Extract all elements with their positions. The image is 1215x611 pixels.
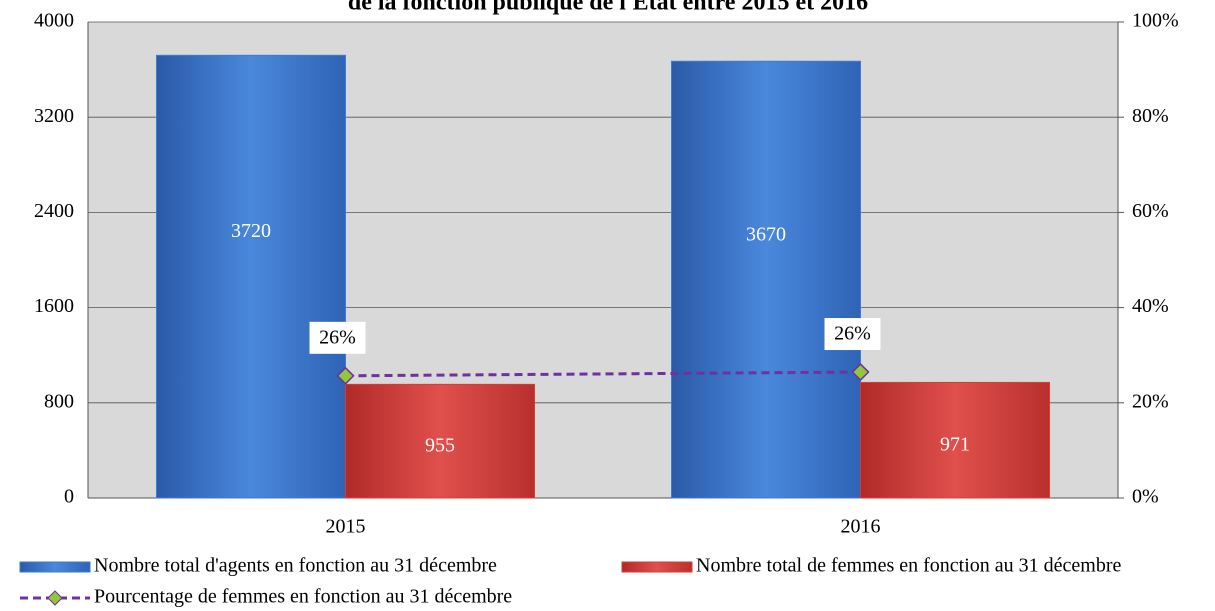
y2-tick-label: 20% bbox=[1132, 390, 1169, 412]
chart-title: de la fonction publique de l'État entre … bbox=[348, 0, 868, 16]
y2-tick-label: 100% bbox=[1132, 10, 1179, 32]
y-tick-label: 800 bbox=[44, 390, 74, 412]
marker bbox=[336, 366, 355, 385]
legend-label: Pourcentage de femmes en fonction au 31 … bbox=[94, 586, 512, 608]
bar-label: 955 bbox=[425, 434, 455, 456]
line bbox=[345, 370, 861, 378]
bar bbox=[671, 60, 861, 499]
bar-label: 971 bbox=[940, 434, 970, 456]
label-box bbox=[309, 321, 366, 354]
bar bbox=[345, 383, 535, 499]
bar bbox=[156, 54, 346, 499]
y-tick-label: 2400 bbox=[34, 200, 74, 222]
x-tick-label: 2015 bbox=[326, 516, 366, 538]
legend-marker bbox=[47, 590, 63, 606]
x-tick-label: 2016 bbox=[841, 516, 881, 538]
y2-tick-label: 80% bbox=[1132, 105, 1169, 127]
legend-swatch bbox=[621, 561, 693, 573]
y2-tick-label: 0% bbox=[1132, 486, 1159, 508]
y-tick-label: 1600 bbox=[34, 295, 74, 317]
legend-swatch bbox=[19, 561, 91, 573]
line-label: 26% bbox=[834, 323, 871, 345]
y2-tick-label: 60% bbox=[1132, 200, 1169, 222]
y-tick-label: 4000 bbox=[34, 10, 74, 32]
y2-tick-label: 40% bbox=[1132, 295, 1169, 317]
marker bbox=[851, 362, 870, 382]
bar-label: 3670 bbox=[746, 224, 786, 246]
legend-label: Nombre total d'agents en fonction au 31 … bbox=[94, 555, 497, 577]
legend-label: Nombre total de femmes en fonction au 31… bbox=[696, 555, 1122, 577]
line-label: 26% bbox=[319, 326, 356, 348]
bar bbox=[860, 381, 1050, 499]
bar-label: 3720 bbox=[231, 220, 271, 242]
y-tick-label: 3200 bbox=[34, 105, 74, 127]
y-tick-label: 0 bbox=[64, 486, 74, 508]
label-box bbox=[824, 318, 881, 351]
